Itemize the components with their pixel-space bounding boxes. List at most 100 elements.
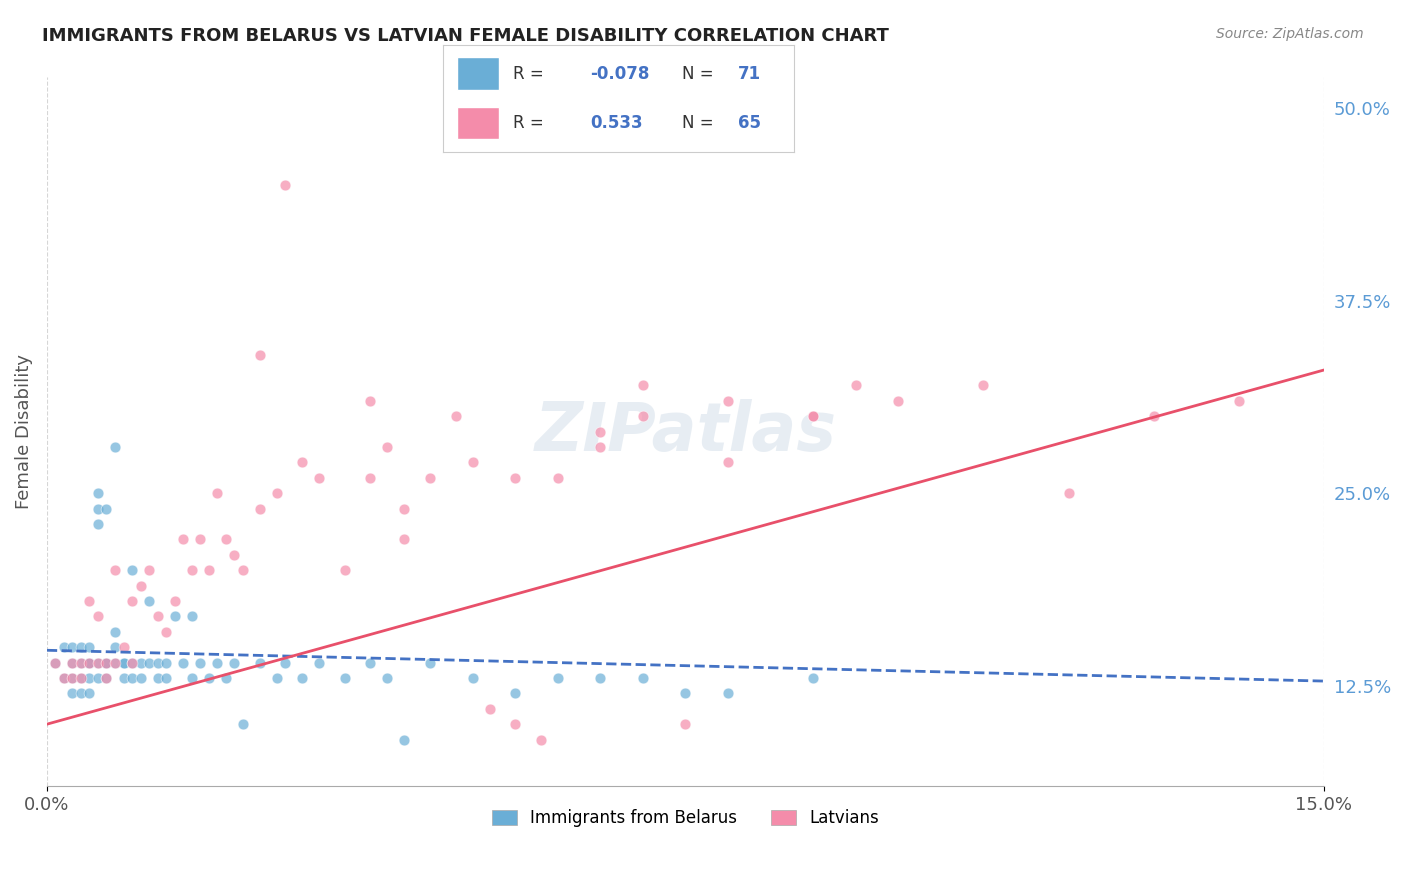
Point	[121, 671, 143, 685]
Point	[87, 516, 110, 531]
Point	[87, 656, 110, 670]
Point	[478, 702, 501, 716]
Point	[79, 656, 101, 670]
Point	[52, 640, 75, 655]
Point	[801, 409, 824, 424]
Point	[146, 656, 169, 670]
Point	[70, 656, 93, 670]
Point	[138, 563, 160, 577]
Point	[205, 486, 228, 500]
Point	[377, 440, 399, 454]
Point	[444, 409, 467, 424]
Point	[79, 594, 101, 608]
Point	[87, 656, 110, 670]
Point	[180, 671, 202, 685]
Text: -0.078: -0.078	[591, 64, 650, 82]
Point	[96, 671, 118, 685]
Point	[87, 486, 110, 500]
Point	[129, 579, 152, 593]
Point	[377, 671, 399, 685]
Y-axis label: Female Disability: Female Disability	[15, 354, 32, 509]
Point	[112, 656, 135, 670]
Point	[503, 717, 526, 731]
Point	[717, 455, 740, 469]
Point	[104, 440, 127, 454]
Point	[232, 563, 254, 577]
Point	[96, 501, 118, 516]
Point	[461, 671, 484, 685]
Point	[717, 393, 740, 408]
Point	[359, 393, 381, 408]
Point	[87, 501, 110, 516]
Point	[1143, 409, 1166, 424]
Point	[180, 609, 202, 624]
Point	[112, 656, 135, 670]
Point	[359, 471, 381, 485]
Point	[146, 609, 169, 624]
FancyBboxPatch shape	[457, 107, 499, 139]
Point	[232, 717, 254, 731]
Point	[121, 656, 143, 670]
Text: Source: ZipAtlas.com: Source: ZipAtlas.com	[1216, 27, 1364, 41]
Point	[96, 656, 118, 670]
Point	[62, 656, 84, 670]
Point	[163, 594, 186, 608]
Point	[394, 501, 416, 516]
Point	[291, 455, 314, 469]
Point	[631, 378, 654, 392]
Point	[44, 656, 66, 670]
Point	[419, 656, 441, 670]
Point	[249, 348, 271, 362]
FancyBboxPatch shape	[457, 57, 499, 89]
Point	[274, 178, 297, 193]
Text: R =: R =	[513, 64, 544, 82]
Point	[146, 671, 169, 685]
Point	[96, 656, 118, 670]
Point	[394, 533, 416, 547]
Point	[44, 656, 66, 670]
Point	[104, 563, 127, 577]
Point	[172, 533, 194, 547]
Point	[394, 732, 416, 747]
Point	[215, 533, 238, 547]
Point	[121, 594, 143, 608]
Point	[104, 656, 127, 670]
Point	[266, 486, 288, 500]
Point	[461, 455, 484, 469]
Point	[172, 656, 194, 670]
Text: 71: 71	[738, 64, 761, 82]
Point	[530, 732, 553, 747]
Point	[887, 393, 910, 408]
Point	[52, 671, 75, 685]
Point	[138, 656, 160, 670]
Point	[70, 671, 93, 685]
Point	[188, 533, 211, 547]
Text: R =: R =	[513, 114, 544, 132]
Point	[112, 640, 135, 655]
Point	[188, 656, 211, 670]
Point	[62, 671, 84, 685]
Point	[274, 656, 297, 670]
Point	[205, 656, 228, 670]
Point	[215, 671, 238, 685]
Point	[79, 656, 101, 670]
Point	[801, 409, 824, 424]
Point	[79, 671, 101, 685]
Point	[155, 656, 177, 670]
Point	[87, 671, 110, 685]
Point	[224, 656, 246, 670]
Point	[801, 671, 824, 685]
Point	[96, 671, 118, 685]
Point	[104, 640, 127, 655]
Point	[96, 656, 118, 670]
Point	[138, 594, 160, 608]
Point	[673, 686, 696, 700]
Point	[79, 640, 101, 655]
Point	[224, 548, 246, 562]
Point	[673, 717, 696, 731]
Legend: Immigrants from Belarus, Latvians: Immigrants from Belarus, Latvians	[485, 803, 886, 834]
Point	[291, 671, 314, 685]
Point	[972, 378, 994, 392]
Point	[547, 671, 569, 685]
Text: N =: N =	[682, 64, 713, 82]
